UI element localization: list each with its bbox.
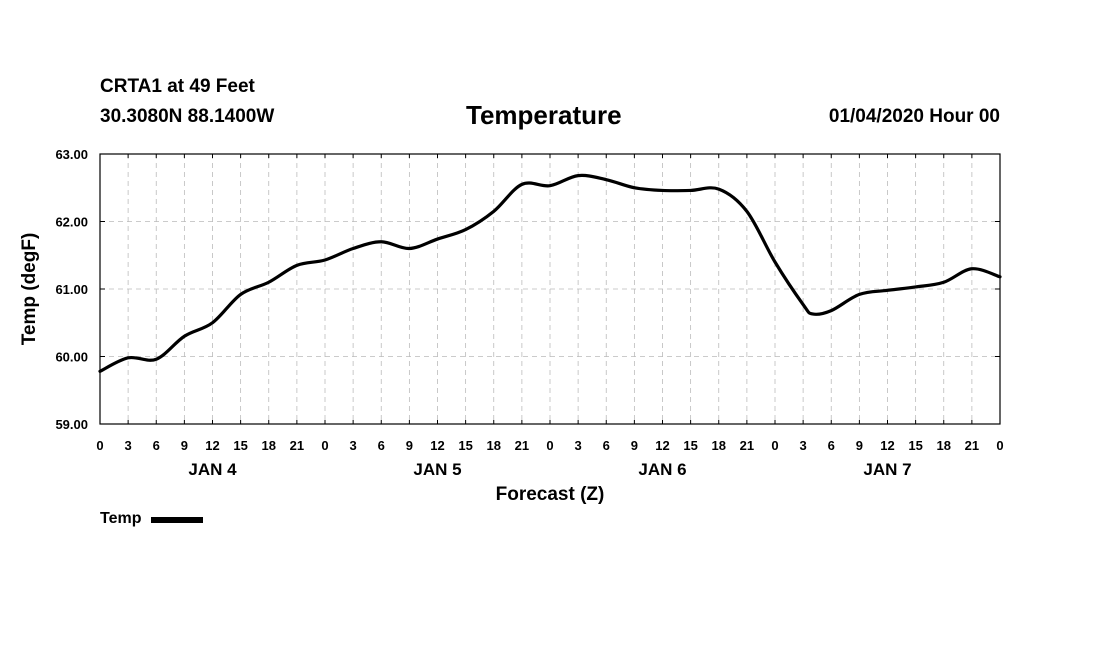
x-tick-label: 0 [996, 438, 1003, 453]
x-tick-label: 15 [233, 438, 247, 453]
legend: Temp [100, 510, 204, 528]
x-tick-label: 9 [856, 438, 863, 453]
x-tick-label: 18 [487, 438, 501, 453]
x-tick-label: 9 [181, 438, 188, 453]
grid-lines [100, 154, 1000, 424]
x-tick-label: 15 [683, 438, 697, 453]
x-tick-label: 6 [378, 438, 385, 453]
x-tick-label: 21 [515, 438, 529, 453]
x-tick-label: 3 [800, 438, 807, 453]
x-tick-label: 9 [406, 438, 413, 453]
x-tick-label: 12 [880, 438, 894, 453]
x-tick-label: 21 [965, 438, 979, 453]
issue-datetime: 01/04/2020 Hour 00 [828, 106, 1000, 127]
x-tick-label: 15 [908, 438, 922, 453]
y-tick-label: 61.00 [55, 282, 88, 297]
axis-ticks [99, 153, 1001, 425]
x-tick-label: 15 [458, 438, 472, 453]
x-tick-label: 6 [153, 438, 160, 453]
y-tick-labels: 59.00 60.00 61.00 62.00 63.00 [55, 147, 88, 432]
y-tick-label: 59.00 [55, 417, 88, 432]
station-coordinates: 30.3080N 88.1400W [100, 106, 275, 127]
x-tick-label: 3 [125, 438, 132, 453]
x-tick-label: 6 [603, 438, 610, 453]
x-tick-label: 18 [262, 438, 276, 453]
x-tick-label: 12 [655, 438, 669, 453]
legend-swatch [151, 517, 204, 523]
x-tick-labels: 0 3 6 9 12 15 18 21 0 3 6 9 12 15 18 21 0 3 6 9 12 15 18 21 0 3 6 9… [96, 438, 1003, 453]
station-label: CRTA1 at 49 Feet [100, 76, 255, 97]
x-tick-label: 21 [740, 438, 754, 453]
x-tick-label: 9 [631, 438, 638, 453]
y-axis-label: Temp (degF) [19, 233, 40, 346]
x-tick-label: 6 [828, 438, 835, 453]
x-tick-label: 12 [430, 438, 444, 453]
x-tick-label: 12 [205, 438, 219, 453]
x-tick-label: 3 [575, 438, 582, 453]
y-tick-label: 62.00 [55, 215, 88, 230]
day-labels: JAN 4 JAN 5 JAN 6 JAN 7 [188, 460, 911, 479]
x-tick-label: 0 [771, 438, 778, 453]
x-tick-label: 21 [290, 438, 304, 453]
temp-series-line [98, 173, 1002, 373]
day-label: JAN 6 [638, 460, 686, 479]
x-tick-label: 3 [350, 438, 357, 453]
x-tick-label: 18 [937, 438, 951, 453]
x-tick-label: 0 [546, 438, 553, 453]
day-label: JAN 4 [188, 460, 237, 479]
day-label: JAN 5 [413, 460, 461, 479]
y-tick-label: 60.00 [55, 350, 88, 365]
x-tick-label: 18 [712, 438, 726, 453]
y-tick-label: 63.00 [55, 147, 88, 162]
x-tick-label: 0 [96, 438, 103, 453]
x-tick-label: 0 [321, 438, 328, 453]
day-label: JAN 7 [863, 460, 911, 479]
legend-label: Temp [100, 510, 142, 527]
chart-title: Temperature [466, 100, 622, 130]
x-axis-label: Forecast (Z) [496, 484, 605, 505]
